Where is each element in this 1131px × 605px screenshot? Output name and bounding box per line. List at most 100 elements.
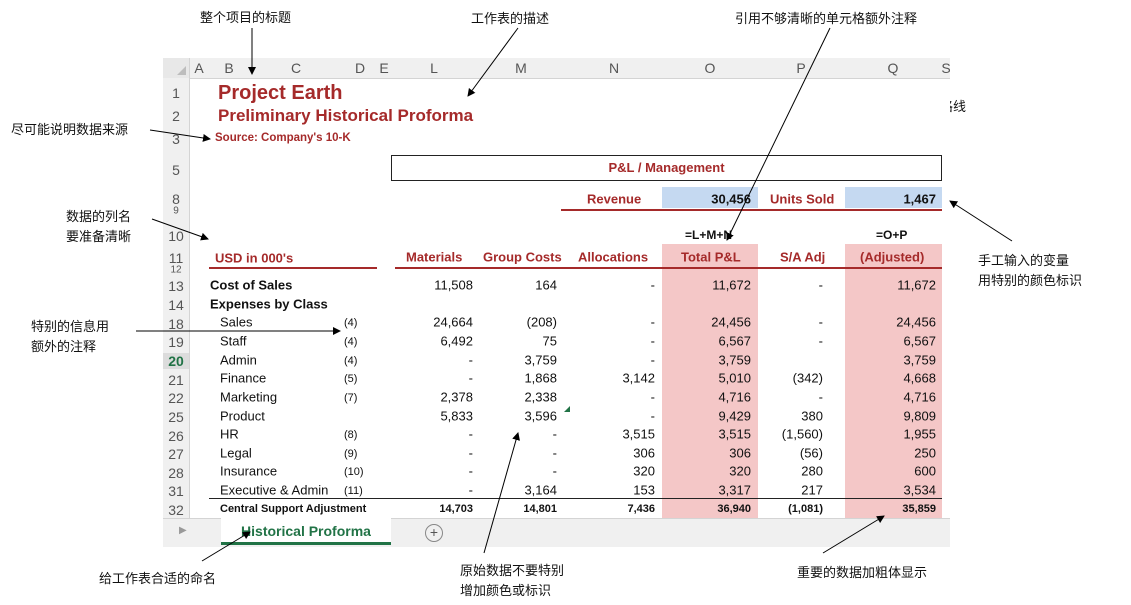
col-header-d[interactable]: D [354, 60, 366, 76]
row-header-active[interactable]: 20 [163, 353, 189, 369]
cell-total-pl[interactable]: 24,456 [711, 314, 751, 330]
cell-sa-adj[interactable]: (342) [792, 370, 823, 386]
cell-allocations[interactable]: - [650, 314, 655, 330]
expense-label[interactable]: Admin [220, 352, 257, 368]
header-group-costs[interactable]: Group Costs [483, 249, 562, 265]
row-header[interactable]: 13 [168, 278, 184, 294]
row-header[interactable]: 27 [168, 446, 184, 462]
expense-label[interactable]: Legal [220, 445, 252, 461]
row-header[interactable]: 1 [172, 85, 180, 101]
cell-allocations[interactable]: - [650, 389, 655, 405]
cell-sa-adj[interactable]: - [818, 389, 823, 405]
row-header[interactable]: 28 [168, 465, 184, 481]
cell-allocations[interactable]: - [650, 333, 655, 349]
cell-allocations[interactable]: 320 [633, 463, 655, 479]
cell-sa-adj[interactable]: 280 [801, 463, 823, 479]
header-allocations[interactable]: Allocations [578, 249, 649, 265]
row-header[interactable]: 26 [168, 428, 184, 444]
cell-group-costs[interactable]: - [552, 426, 557, 442]
total-group-costs[interactable]: 14,801 [523, 503, 557, 515]
header-adjusted[interactable]: (Adjusted) [860, 249, 925, 265]
expense-label[interactable]: Sales [220, 314, 253, 330]
expense-label[interactable]: Insurance [220, 463, 278, 479]
cell-sa-adj[interactable]: - [818, 314, 823, 330]
revenue-label[interactable]: Revenue [587, 191, 642, 207]
col-header-c[interactable]: C [290, 60, 302, 76]
expense-label[interactable]: Finance [220, 370, 267, 386]
col-header-n[interactable]: N [608, 60, 620, 76]
add-sheet-button[interactable]: + [425, 524, 443, 542]
row-header[interactable]: 3 [172, 131, 180, 147]
cell-total-pl[interactable]: 11,672 [712, 277, 751, 293]
footnote-ref[interactable]: (5) [344, 373, 358, 385]
row-header[interactable]: 12 [170, 264, 182, 276]
cell-total-pl[interactable]: 4,716 [718, 389, 751, 405]
cell-materials[interactable]: - [468, 370, 473, 386]
col-header-a[interactable]: A [194, 60, 204, 76]
cell-total-pl[interactable]: 3,515 [718, 426, 751, 442]
cell-sa-adj[interactable]: (1,560) [781, 426, 823, 442]
cell-materials[interactable]: - [468, 482, 473, 498]
cell-adjusted[interactable]: 1,955 [903, 426, 936, 442]
footnote-ref[interactable]: (10) [344, 466, 364, 478]
cell-materials[interactable]: 2,378 [440, 389, 473, 405]
col-header-q[interactable]: Q [887, 60, 899, 76]
total-pl-value[interactable]: 36,940 [717, 503, 751, 515]
row-header[interactable]: 25 [168, 409, 184, 425]
cell-materials[interactable]: - [468, 352, 473, 368]
header-sa-adj[interactable]: S/A Adj [780, 249, 826, 265]
cell-adjusted[interactable]: 24,456 [896, 314, 936, 330]
row-header[interactable]: 21 [168, 372, 184, 388]
section-header-box[interactable]: P&L / Management [391, 155, 942, 181]
cell-materials[interactable]: - [468, 445, 473, 461]
cell-sa-adj[interactable]: 217 [801, 482, 823, 498]
row-header[interactable]: 32 [168, 502, 184, 518]
row-header[interactable]: 2 [172, 108, 180, 124]
expense-label[interactable]: Product [220, 408, 265, 424]
formula-note-q[interactable]: =O+P [876, 228, 908, 242]
cell-group-costs[interactable]: 3,596 [524, 408, 557, 424]
cell-sa-adj[interactable]: - [818, 333, 823, 349]
cell-allocations[interactable]: 153 [633, 482, 655, 498]
footnote-ref[interactable]: (4) [344, 317, 358, 329]
footnote-ref[interactable]: (7) [344, 392, 358, 404]
spreadsheet[interactable]: A B C D E L M N O P Q S 1 2 3 5 8 9 10 1… [163, 58, 950, 518]
footnote-ref[interactable]: (8) [344, 429, 358, 441]
cell-allocations[interactable]: - [650, 352, 655, 368]
cell-materials[interactable]: - [468, 426, 473, 442]
cell-adjusted[interactable]: 600 [914, 463, 936, 479]
row-header[interactable]: 9 [173, 205, 179, 217]
footnote-ref[interactable]: (9) [344, 448, 358, 460]
cell-sa-adj[interactable]: 380 [801, 408, 823, 424]
cell-allocations[interactable]: - [650, 408, 655, 424]
cell-group-costs[interactable]: (208) [526, 314, 557, 330]
cell-allocations[interactable]: 3,515 [622, 426, 655, 442]
col-header-b[interactable]: B [224, 60, 234, 76]
expense-label[interactable]: Staff [220, 333, 247, 349]
total-allocations[interactable]: 7,436 [627, 503, 655, 515]
cell-adjusted[interactable]: 3,759 [903, 352, 936, 368]
total-label[interactable]: Central Support Adjustment [220, 503, 367, 515]
col-header-s[interactable]: S [941, 60, 950, 76]
total-sa-adj[interactable]: (1,081) [788, 503, 823, 515]
header-total-pl[interactable]: Total P&L [681, 249, 741, 265]
cell-allocations[interactable]: - [650, 277, 655, 293]
cell-allocations[interactable]: 306 [633, 445, 655, 461]
expense-label[interactable]: Executive & Admin [220, 482, 329, 498]
cell-materials[interactable]: 11,508 [434, 277, 473, 293]
row-header[interactable]: 11 [168, 250, 184, 266]
cell-total-pl[interactable]: 5,010 [718, 370, 751, 386]
footnote-ref[interactable]: (4) [344, 355, 358, 367]
row-header[interactable]: 5 [172, 162, 180, 178]
cell-total-pl[interactable]: 9,429 [718, 408, 751, 424]
cell-group-costs[interactable]: 3,164 [524, 482, 557, 498]
total-adjusted[interactable]: 35,859 [902, 503, 936, 515]
expenses-by-class-label[interactable]: Expenses by Class [210, 296, 328, 312]
units-sold-value[interactable]: 1,467 [903, 191, 936, 207]
expense-label[interactable]: Marketing [220, 389, 278, 405]
project-title[interactable]: Project Earth [218, 82, 343, 104]
row-header[interactable]: 18 [168, 316, 184, 332]
cell-group-costs[interactable]: 2,338 [524, 389, 557, 405]
footnote-ref[interactable]: (4) [344, 336, 358, 348]
usd-label[interactable]: USD in 000's [215, 250, 294, 266]
